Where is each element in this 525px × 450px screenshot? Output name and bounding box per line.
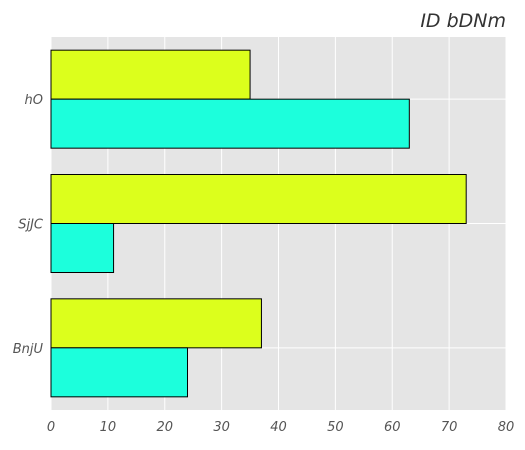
- x-tick-label: 10: [100, 420, 117, 435]
- chart-title: ID bDNm: [420, 10, 506, 32]
- bar-series2-hO: [50, 98, 410, 149]
- bar-series1-hO: [50, 49, 251, 100]
- bar-series2-BnjU: [50, 347, 188, 398]
- x-tick-label: 40: [270, 420, 287, 435]
- x-tick-label: 50: [327, 420, 344, 435]
- x-tick-label: 0: [47, 420, 55, 435]
- x-tick-label: 70: [441, 420, 458, 435]
- y-tick-label: BnjU: [13, 342, 44, 357]
- x-tick-label: 20: [156, 420, 173, 435]
- x-tick-label: 80: [498, 420, 515, 435]
- x-tick-label: 60: [384, 420, 401, 435]
- bar-series1-SjJC: [50, 174, 467, 224]
- bar-series2-SjJC: [50, 223, 115, 273]
- x-tick-label: 30: [213, 420, 230, 435]
- y-tick-label: SjJC: [18, 218, 44, 233]
- y-axis-ticks: hO SjJC BnjU: [13, 93, 44, 357]
- bar-series1-BnjU: [50, 298, 262, 349]
- bars: [50, 49, 467, 398]
- y-tick-label: hO: [25, 93, 43, 108]
- x-axis-ticks: 0 10 20 30 40 50 60 70 80: [47, 420, 514, 435]
